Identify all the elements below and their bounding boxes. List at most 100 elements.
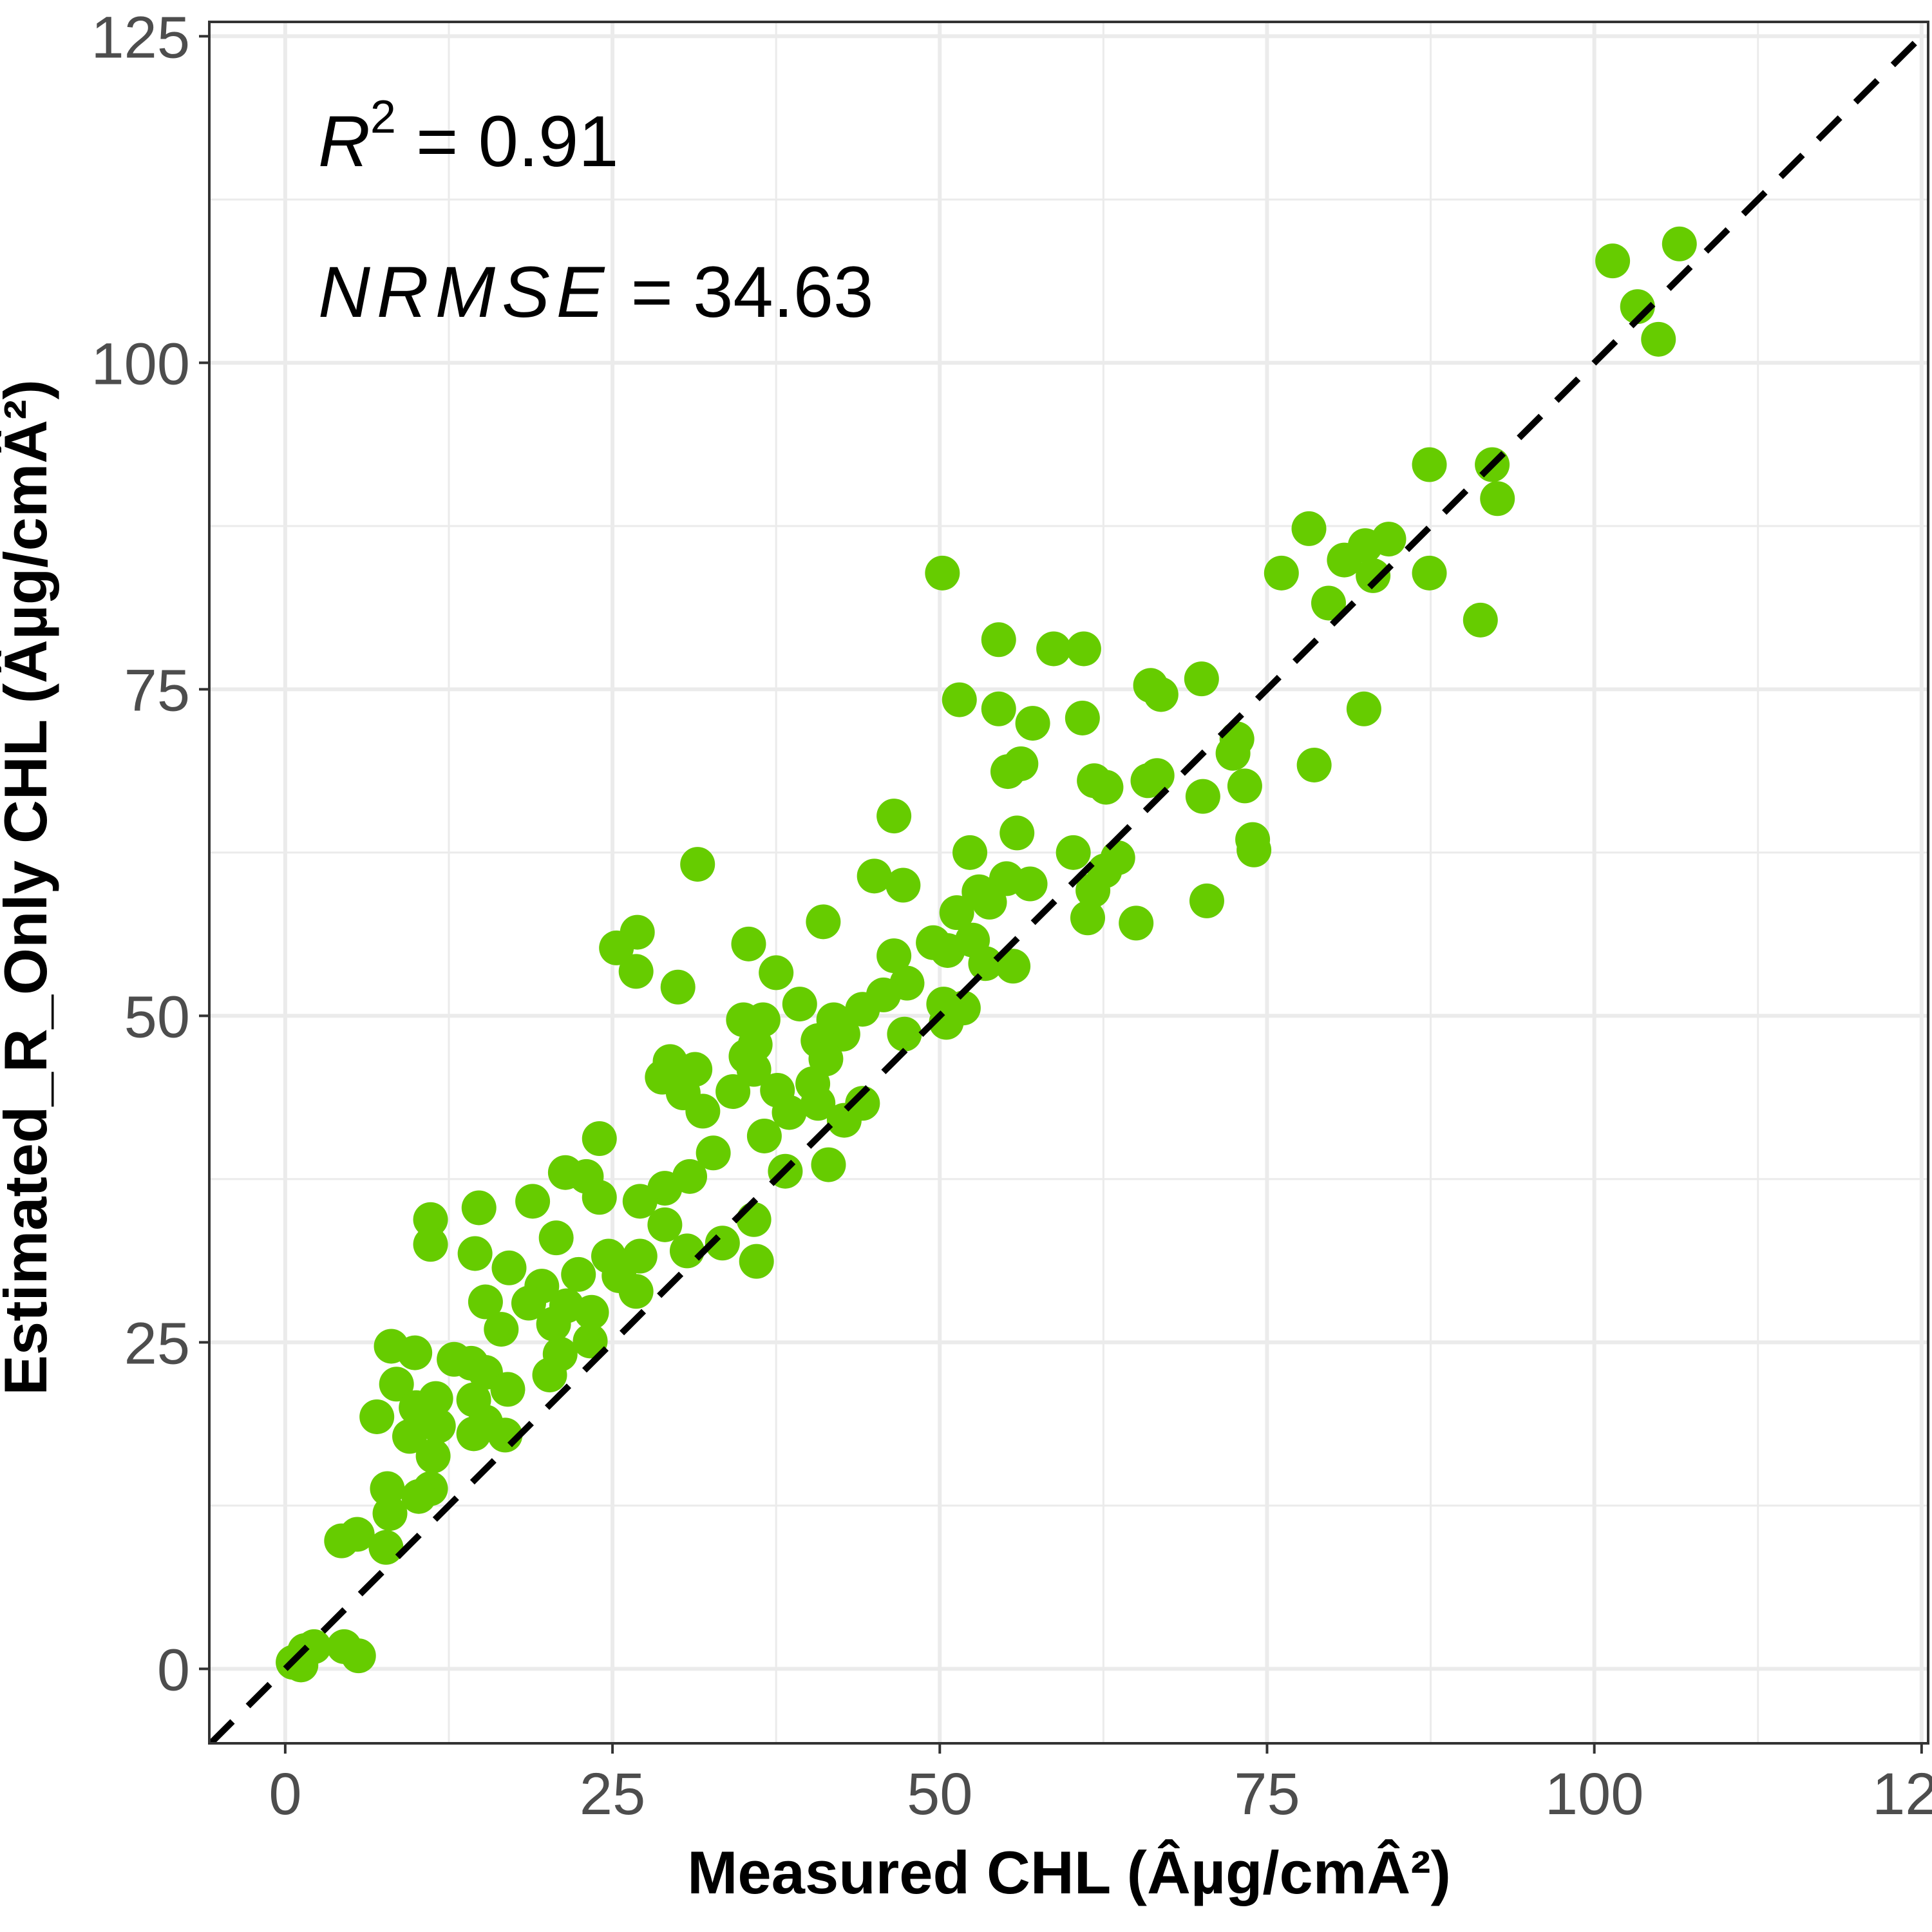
point [379, 1367, 414, 1402]
point [1070, 900, 1105, 936]
point [1641, 321, 1676, 357]
point [759, 955, 794, 990]
y-tick-label: 50 [124, 984, 190, 1050]
point [968, 946, 1003, 981]
point [806, 904, 841, 940]
point [1662, 226, 1697, 261]
r2-value: = 0.91 [396, 101, 619, 182]
plot-layer: 0 25 50 75 100 125 0 25 50 75 100 125 [91, 5, 1932, 1827]
point [1012, 866, 1048, 902]
point [1189, 883, 1224, 918]
x-tick-label: 75 [1234, 1761, 1300, 1827]
point [1227, 768, 1262, 804]
y-tick-label: 25 [124, 1311, 190, 1376]
point [599, 930, 634, 965]
point [736, 1202, 772, 1237]
point [1143, 677, 1179, 712]
point [680, 847, 715, 882]
point [772, 1095, 807, 1130]
point [705, 1226, 740, 1261]
point [421, 1408, 456, 1444]
point [368, 1530, 404, 1565]
point [731, 926, 766, 961]
point [339, 1517, 375, 1552]
point [669, 1233, 705, 1269]
point [925, 555, 960, 591]
point [536, 1306, 571, 1341]
point [538, 1220, 574, 1256]
point [672, 1159, 708, 1194]
x-tick-label: 125 [1872, 1761, 1932, 1827]
point [1185, 779, 1220, 814]
y-tick-label: 0 [157, 1637, 190, 1703]
point [696, 1135, 731, 1171]
r2-superscript: 2 [370, 91, 396, 143]
x-tick-label: 100 [1545, 1761, 1644, 1827]
point [685, 1094, 721, 1129]
point [996, 949, 1031, 984]
point [1327, 542, 1362, 578]
point [1015, 706, 1050, 741]
point [746, 1118, 782, 1153]
point [415, 1438, 451, 1473]
point [582, 1121, 617, 1157]
point [574, 1294, 609, 1330]
point [887, 1016, 922, 1052]
point [942, 682, 977, 717]
point [573, 1323, 608, 1359]
point [1480, 481, 1515, 516]
point [1463, 602, 1498, 638]
point [782, 987, 817, 1022]
point [981, 691, 1016, 726]
point [1412, 447, 1447, 482]
point [511, 1285, 546, 1321]
point [461, 1190, 497, 1226]
point [1139, 758, 1175, 793]
point [660, 969, 696, 1005]
point [372, 1496, 408, 1531]
point [1264, 555, 1299, 591]
point [736, 1052, 772, 1087]
point [397, 1335, 433, 1370]
y-axis-title: Estimated_R_Only CHL (Âµg/cmÂ²) [0, 379, 59, 1396]
point [876, 799, 912, 834]
point [341, 1638, 376, 1674]
point [999, 815, 1035, 851]
point [561, 1256, 596, 1292]
point [857, 858, 892, 894]
point [1056, 835, 1091, 870]
point [939, 895, 974, 931]
x-tick-label: 25 [580, 1761, 645, 1827]
point [1311, 585, 1347, 621]
point [952, 835, 988, 870]
point [456, 1416, 491, 1452]
point [811, 1147, 846, 1182]
point [1184, 661, 1219, 697]
point [972, 884, 1007, 920]
point [1088, 770, 1124, 805]
point [1215, 735, 1251, 771]
point [826, 1103, 862, 1138]
point [618, 954, 654, 989]
nrmse-value: = 34.63 [611, 252, 873, 332]
point [1346, 691, 1381, 726]
point [1036, 631, 1072, 667]
point [886, 867, 921, 903]
point [876, 938, 912, 974]
point [800, 1086, 836, 1121]
point [491, 1250, 527, 1285]
point [468, 1284, 503, 1320]
point [1066, 631, 1101, 667]
point [413, 1202, 448, 1237]
point [622, 1184, 658, 1219]
point [484, 1312, 519, 1347]
point [401, 1479, 437, 1514]
point [1291, 511, 1327, 546]
point [1065, 700, 1100, 735]
point [515, 1184, 551, 1219]
point [1119, 905, 1154, 941]
panel-border [208, 21, 1929, 1745]
y-tick-label: 100 [91, 331, 191, 397]
